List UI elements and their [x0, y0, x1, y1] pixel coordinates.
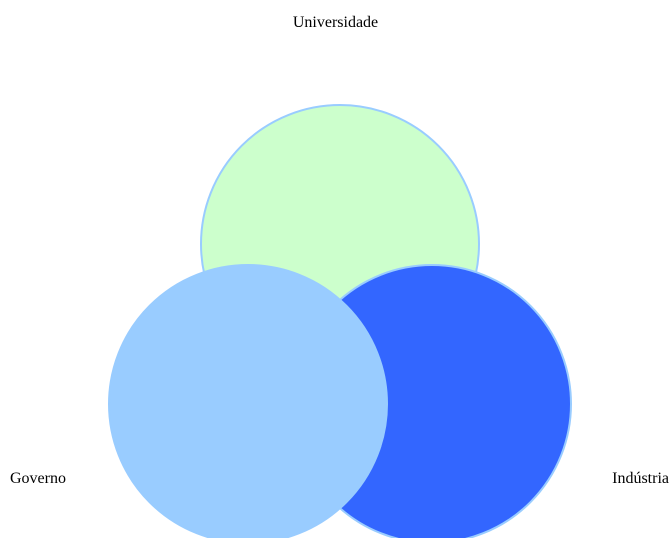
governo-circle: [108, 264, 388, 538]
governo-label: Governo: [10, 470, 66, 487]
universidade-label: Universidade: [292, 14, 379, 31]
industria-label: Indústria: [612, 470, 669, 487]
